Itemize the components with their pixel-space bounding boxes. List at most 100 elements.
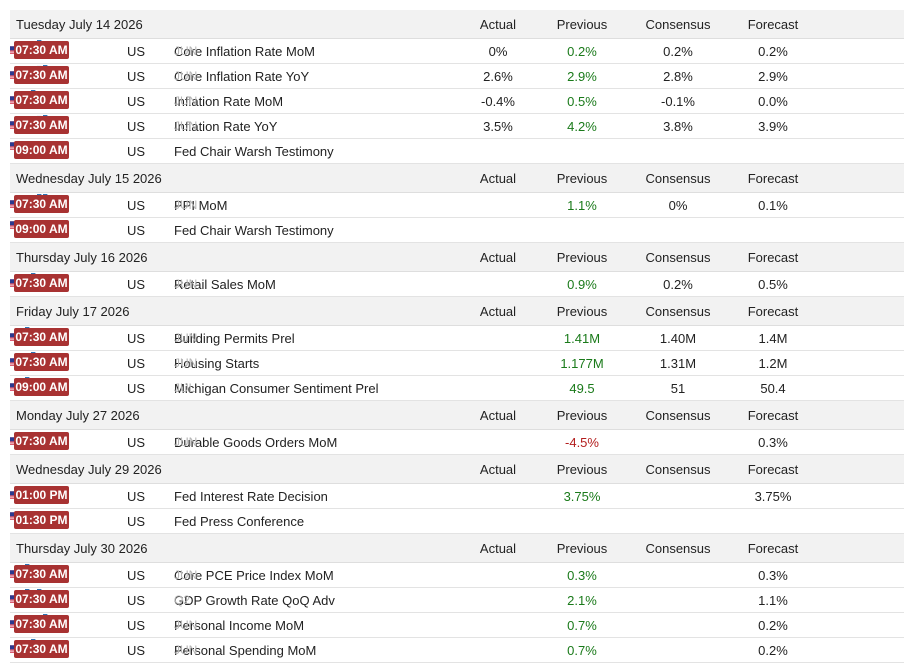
forecast-value: 2.9% — [758, 69, 788, 84]
day-label: Wednesday July 15 2026 — [16, 171, 162, 186]
event-row[interactable]: 07:30 AM US Core PCE Price Index MoM JUN 0.… — [10, 563, 904, 588]
previous-value: 0.2% — [567, 44, 597, 59]
day-label: Friday July 17 2026 — [16, 304, 130, 319]
event-name[interactable]: Personal Spending MoM — [174, 643, 317, 658]
forecast-value: 50.4 — [760, 381, 786, 396]
country-code: US — [127, 277, 146, 292]
previous-value: 0.3% — [567, 568, 597, 583]
event-name[interactable]: Fed Press Conference — [174, 514, 305, 529]
event-reference-period: JUN — [174, 643, 198, 657]
event-name[interactable]: Core Inflation Rate YoY — [174, 69, 310, 84]
time-badge: 07:30 AM — [14, 66, 69, 84]
economic-calendar: Tuesday July 14 2026 Actual Previous Consen… — [10, 10, 904, 663]
event-reference-period: JUN — [174, 198, 198, 212]
day-header: Tuesday July 14 2026 Actual Previous Consen… — [10, 10, 904, 39]
event-reference-period: JUN — [174, 618, 198, 632]
event-name[interactable]: Housing Starts — [174, 356, 260, 371]
time-badge: 07:30 AM — [14, 195, 69, 213]
column-header-forecast: Forecast — [747, 541, 799, 556]
event-name[interactable]: Fed Chair Warsh Testimony — [174, 144, 334, 159]
previous-value: 49.5 — [569, 381, 595, 396]
forecast-value: 0.3% — [758, 568, 788, 583]
consensus-value: 0% — [668, 198, 688, 213]
event-name[interactable]: Core PCE Price Index MoM — [174, 568, 334, 583]
event-row[interactable]: 09:00 AM US Michigan Consumer Sentiment Pr… — [10, 376, 904, 401]
event-reference-period: JUN — [174, 568, 198, 582]
event-name[interactable]: Inflation Rate YoY — [174, 119, 278, 134]
event-reference-period: Q2 — [174, 593, 191, 607]
event-name[interactable]: Personal Income MoM — [174, 618, 305, 633]
forecast-value: 1.2M — [758, 356, 788, 371]
consensus-value: -0.1% — [661, 94, 695, 109]
time-badge: 07:30 AM — [14, 353, 69, 371]
event-row[interactable]: 09:00 AM US Fed Chair Warsh Testimony — [10, 139, 904, 164]
column-header-previous: Previous — [556, 304, 608, 319]
event-row[interactable]: 07:30 AM US Inflation Rate YoY JUN 3.5% 4.2%… — [10, 114, 904, 139]
event-row[interactable]: 07:30 AM US Building Permits Prel JUN 1.41M… — [10, 326, 904, 351]
forecast-value: 1.1% — [758, 593, 788, 608]
event-name[interactable]: Michigan Consumer Sentiment Prel — [174, 381, 379, 396]
day-label: Wednesday July 29 2026 — [16, 462, 162, 477]
column-header-actual: Actual — [479, 17, 517, 32]
day-label: Thursday July 30 2026 — [16, 541, 148, 556]
forecast-value: 0.5% — [758, 277, 788, 292]
event-row[interactable]: 07:30 AM US Retail Sales MoM JUN 0.9% 0.2% 0.… — [10, 272, 904, 297]
event-row[interactable]: 07:30 AM US PPI MoM JUN 1.1% 0% 0.1% — [10, 193, 904, 218]
event-name[interactable]: Building Permits Prel — [174, 331, 295, 346]
event-row[interactable]: 07:30 AM US Inflation Rate MoM JUN -0.4% 0.5… — [10, 89, 904, 114]
column-header-forecast: Forecast — [747, 408, 799, 423]
country-code: US — [127, 144, 146, 159]
event-name[interactable]: Fed Chair Warsh Testimony — [174, 223, 334, 238]
previous-value: 0.5% — [567, 94, 597, 109]
event-row[interactable]: 07:30 AM US Housing Starts JUN 1.177M 1.31M 1… — [10, 351, 904, 376]
previous-value: 1.41M — [563, 331, 601, 346]
time-badge: 09:00 AM — [14, 378, 69, 396]
country-code: US — [127, 568, 146, 583]
event-reference-period: JUN — [174, 69, 198, 83]
column-header-forecast: Forecast — [747, 462, 799, 477]
event-name[interactable]: Fed Interest Rate Decision — [174, 489, 328, 504]
previous-value: 0.9% — [567, 277, 597, 292]
forecast-value: 1.4M — [758, 331, 788, 346]
time-badge: 07:30 AM — [14, 116, 69, 134]
forecast-value: 0.2% — [758, 618, 788, 633]
event-name[interactable]: PPI MoM — [174, 198, 228, 213]
consensus-value: 0.2% — [663, 277, 693, 292]
previous-value: 1.177M — [560, 356, 604, 371]
consensus-value: 2.8% — [663, 69, 693, 84]
column-header-actual: Actual — [479, 171, 517, 186]
previous-value: 3.75% — [563, 489, 601, 504]
event-name[interactable]: GDP Growth Rate QoQ Adv — [174, 593, 335, 608]
time-badge: 07:30 AM — [14, 328, 69, 346]
column-header-consensus: Consensus — [645, 304, 711, 319]
column-header-forecast: Forecast — [747, 17, 799, 32]
event-row[interactable]: 09:00 AM US Fed Chair Warsh Testimony — [10, 218, 904, 243]
previous-value: -4.5% — [565, 435, 599, 450]
event-row[interactable]: 01:30 PM US Fed Press Conference — [10, 509, 904, 534]
previous-value: 4.2% — [567, 119, 597, 134]
country-code: US — [127, 94, 146, 109]
time-badge: 07:30 AM — [14, 590, 69, 608]
day-header: Thursday July 16 2026 Actual Previous Conse… — [10, 243, 904, 272]
column-header-previous: Previous — [556, 462, 608, 477]
time-badge: 07:30 AM — [14, 640, 69, 658]
event-name[interactable]: Retail Sales MoM — [174, 277, 276, 292]
day-header: Wednesday July 29 2026 Actual Previous Cons… — [10, 455, 904, 484]
column-header-consensus: Consensus — [645, 171, 711, 186]
event-row[interactable]: 07:30 AM US Core Inflation Rate MoM JUN 0% 0… — [10, 39, 904, 64]
event-row[interactable]: 07:30 AM US Personal Income MoM JUN 0.7% 0.2… — [10, 613, 904, 638]
event-row[interactable]: 07:30 AM US Personal Spending MoM JUN 0.7% 0… — [10, 638, 904, 663]
country-code: US — [127, 643, 146, 658]
event-row[interactable]: 07:30 AM US GDP Growth Rate QoQ Adv Q2 2.1%… — [10, 588, 904, 613]
country-code: US — [127, 435, 146, 450]
consensus-value: 1.31M — [659, 356, 697, 371]
event-row[interactable]: 07:30 AM US Core Inflation Rate YoY JUN 2.6… — [10, 64, 904, 89]
time-badge: 07:30 AM — [14, 274, 69, 292]
forecast-value: 0.1% — [758, 198, 788, 213]
event-row[interactable]: 07:30 AM US Durable Goods Orders MoM JUN -4… — [10, 430, 904, 455]
event-name[interactable]: Inflation Rate MoM — [174, 94, 284, 109]
event-name[interactable]: Core Inflation Rate MoM — [174, 44, 315, 59]
event-name[interactable]: Durable Goods Orders MoM — [174, 435, 338, 450]
event-row[interactable]: 01:00 PM US Fed Interest Rate Decision 3.7… — [10, 484, 904, 509]
forecast-value: 0.2% — [758, 44, 788, 59]
